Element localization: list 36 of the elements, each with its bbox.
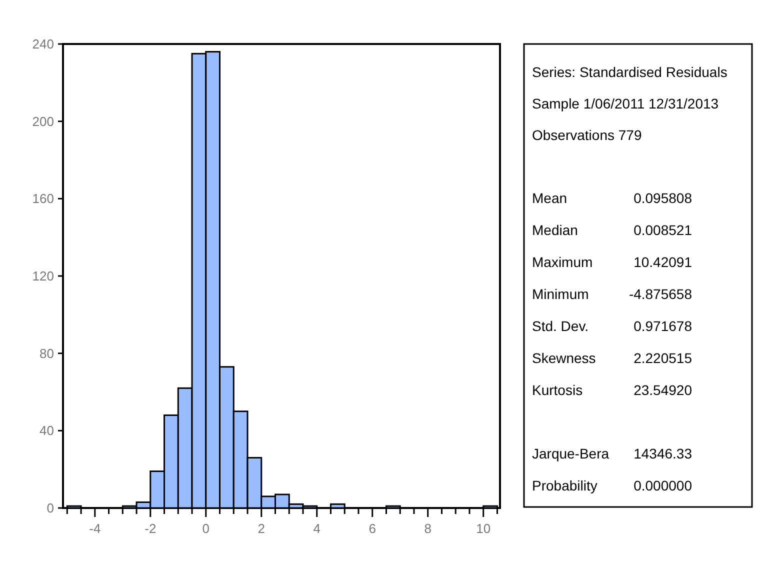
text: 23.54920	[634, 382, 692, 398]
y-tick-label: 0	[46, 500, 54, 516]
text: Minimum	[532, 286, 589, 302]
text: Maximum	[532, 254, 593, 270]
x-tick-label: 2	[258, 521, 265, 536]
text: Jarque-Bera	[532, 446, 610, 462]
text: Kurtosis	[532, 382, 583, 398]
text: 0.971678	[634, 318, 692, 334]
text: Sample 1/06/2011 12/31/2013	[532, 96, 719, 112]
text: 14346.33	[634, 446, 692, 462]
text: Observations 779	[532, 127, 642, 143]
y-tick-label: 40	[40, 423, 54, 438]
text: Mean	[532, 190, 568, 206]
x-tick-label: 6	[368, 521, 376, 536]
x-tick-label: 4	[313, 521, 320, 536]
y-tick-label: 240	[32, 36, 54, 52]
text: Probability	[532, 478, 598, 494]
text: Skewness	[532, 350, 596, 366]
text: -4.875658	[628, 286, 692, 302]
x-tick-label: 0	[202, 521, 210, 536]
x-tick-label: -2	[144, 521, 156, 536]
x-tick-label: -4	[89, 521, 101, 536]
text: 0.000000	[634, 478, 692, 494]
y-tick-label: 120	[32, 268, 54, 284]
text: Series: Standardised Residuals	[532, 64, 728, 80]
text: 10.42091	[634, 254, 692, 270]
y-tick-label: 200	[32, 114, 54, 129]
y-tick-label: 80	[40, 346, 54, 361]
text: Median	[532, 222, 578, 238]
text: 2.220515	[634, 350, 692, 366]
text: 0.095808	[634, 190, 692, 206]
y-tick-label: 160	[32, 191, 54, 206]
text: Std. Dev.	[532, 318, 589, 334]
x-tick-label: 10	[476, 521, 491, 536]
x-tick-label: 8	[424, 521, 432, 536]
text: 0.008521	[634, 222, 692, 238]
